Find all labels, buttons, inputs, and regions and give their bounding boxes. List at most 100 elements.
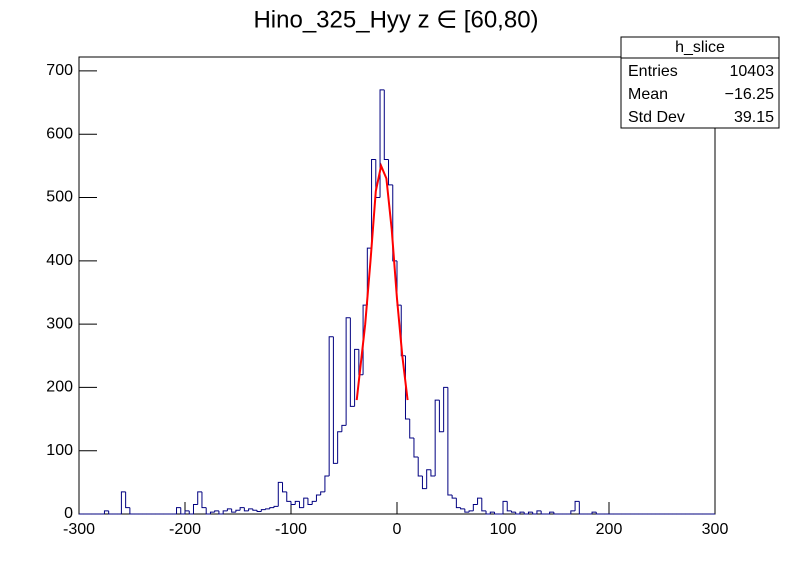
- histogram-step: [235, 509, 241, 513]
- y-tick-label: 700: [46, 62, 73, 79]
- histogram-step: [345, 317, 351, 426]
- histogram-step: [184, 510, 190, 514]
- y-tick-label: 0: [64, 505, 73, 522]
- histogram-step: [222, 510, 228, 514]
- histogram-step: [269, 507, 275, 509]
- histogram-step: [231, 508, 236, 513]
- histogram-step: [489, 511, 495, 514]
- x-tick-label: 0: [393, 521, 402, 538]
- histogram-step: [426, 469, 431, 489]
- histogram-step: [125, 491, 130, 509]
- histogram-step: [392, 184, 397, 262]
- histogram-step: [218, 510, 224, 515]
- stats-label: Entries: [628, 63, 678, 80]
- histogram-step: [328, 336, 334, 477]
- histogram-step: [239, 507, 245, 511]
- histogram-step: [303, 497, 308, 508]
- stats-title: h_slice: [675, 39, 725, 56]
- histogram-step: [388, 159, 393, 186]
- x-tick-label: -200: [169, 521, 201, 538]
- stats-value: 10403: [730, 63, 775, 80]
- histogram-step: [354, 348, 359, 407]
- histogram-step: [349, 317, 355, 407]
- histogram-step: [515, 512, 520, 515]
- histogram-step: [468, 510, 474, 513]
- histogram-step: [460, 507, 465, 510]
- histogram-step: [430, 469, 436, 477]
- histogram-step: [578, 501, 584, 515]
- y-tick-label: 100: [46, 442, 73, 459]
- histogram-step: [188, 510, 194, 515]
- histogram-step: [595, 512, 601, 515]
- y-tick-label: 500: [46, 189, 73, 206]
- histogram-step: [443, 386, 448, 432]
- histogram-step: [532, 512, 537, 515]
- y-tick-label: 400: [46, 252, 73, 269]
- histogram-step: [451, 495, 457, 499]
- stats-value: 39.15: [734, 109, 774, 126]
- histogram-step: [519, 511, 525, 514]
- y-tick-label: 600: [46, 125, 73, 142]
- histogram-step: [366, 247, 372, 306]
- histogram-step: [103, 510, 109, 514]
- histogram-step: [332, 336, 338, 464]
- histogram-step: [248, 508, 253, 511]
- histogram-step: [570, 510, 576, 514]
- histogram-step: [455, 498, 461, 509]
- histogram-step: [209, 511, 215, 514]
- histogram-step: [434, 399, 440, 477]
- histogram-step: [315, 494, 321, 502]
- stats-box: h_slice: [620, 36, 780, 129]
- histogram-step: [176, 507, 181, 514]
- y-tick-label: 300: [46, 315, 73, 332]
- stats-label: Mean: [628, 86, 668, 103]
- histogram-step: [205, 507, 211, 515]
- histogram-step: [197, 491, 202, 505]
- histogram-step: [226, 508, 232, 511]
- histogram-step: [413, 438, 419, 458]
- histogram-step: [260, 509, 266, 512]
- histogram-step: [464, 508, 470, 513]
- histogram-step: [494, 512, 499, 515]
- histogram-step: [324, 475, 330, 492]
- histogram-step: [192, 504, 198, 514]
- histogram-step: [591, 511, 597, 514]
- histogram-step: [379, 89, 385, 198]
- histogram-step: [307, 498, 313, 506]
- stats-label: Std Dev: [628, 109, 685, 126]
- histogram-step: [129, 507, 135, 515]
- histogram-step: [540, 510, 546, 515]
- histogram-step: [553, 512, 559, 515]
- x-tick-label: -100: [275, 521, 307, 538]
- histogram-step: [290, 501, 296, 506]
- histogram-step: [320, 491, 325, 496]
- histogram-step: [400, 305, 406, 357]
- histogram-step: [371, 159, 376, 249]
- histogram-step: [252, 508, 258, 511]
- histogram-step: [243, 507, 249, 512]
- histogram-step: [298, 501, 304, 509]
- histogram-step: [527, 511, 533, 514]
- fit-curve: [355, 162, 409, 401]
- histogram-step: [341, 424, 347, 432]
- x-tick-label: -300: [63, 521, 95, 538]
- stats-frame: [620, 36, 780, 129]
- histogram-step: [214, 510, 219, 513]
- histogram-step: [273, 505, 279, 508]
- histogram-step: [506, 501, 512, 512]
- x-tick-label: 300: [702, 521, 729, 538]
- histogram-step: [256, 510, 262, 512]
- histogram-step: [438, 400, 444, 433]
- x-tick-label: 200: [596, 521, 623, 538]
- histogram-step: [502, 500, 508, 514]
- histogram-step: [481, 498, 487, 512]
- chart-title: Hino_325_Hyy z ∈ [60,80): [253, 6, 538, 33]
- histogram-step: [383, 89, 389, 161]
- histogram-step: [523, 512, 529, 515]
- histogram-step: [294, 500, 300, 505]
- histogram-step: [409, 419, 414, 439]
- histogram-step: [477, 497, 482, 505]
- histogram-step: [417, 457, 423, 477]
- histogram-step: [120, 491, 126, 514]
